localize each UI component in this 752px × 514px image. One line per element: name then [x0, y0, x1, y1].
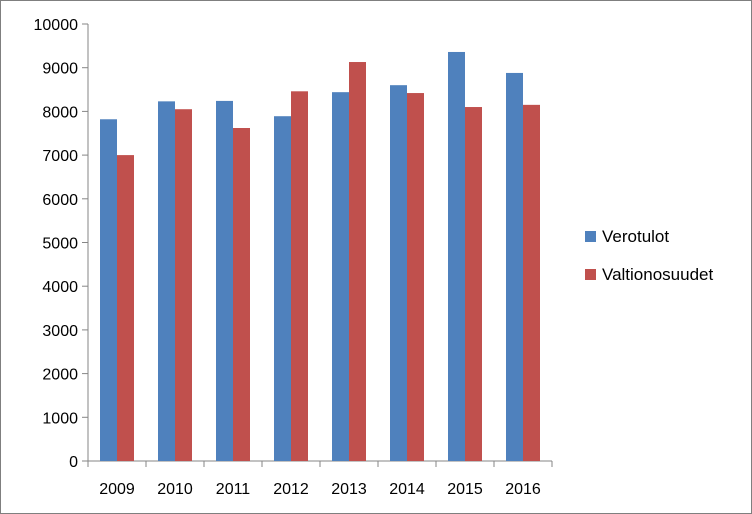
legend-label-verotulot: Verotulot — [602, 227, 669, 246]
x-tick-label: 2011 — [216, 481, 251, 498]
legend-swatch-valtionosuudet — [585, 269, 596, 280]
bar-valtionosuudet-2013 — [349, 62, 366, 461]
y-tick-label: 9000 — [42, 61, 78, 78]
y-tick-label: 3000 — [42, 323, 78, 340]
bar-verotulot-2015 — [448, 51, 465, 462]
y-tick-label: 10000 — [34, 17, 79, 34]
bars — [100, 51, 540, 462]
bar-valtionosuudet-2014 — [407, 93, 424, 462]
x-tick-label: 2009 — [99, 481, 135, 498]
legend: Verotulot Valtionosuudet — [585, 227, 713, 284]
x-tick-label: 2016 — [505, 481, 541, 498]
bar-verotulot-2010 — [158, 101, 175, 461]
x-tick-label: 2015 — [447, 481, 483, 498]
y-tick-label: 4000 — [42, 279, 78, 296]
bar-valtionosuudet-2012 — [291, 91, 308, 461]
bar-verotulot-2016 — [506, 72, 523, 461]
y-tick-label: 0 — [69, 454, 78, 471]
bar-verotulot-2009 — [100, 119, 117, 462]
x-tick-label: 2012 — [273, 481, 309, 498]
bar-valtionosuudet-2016 — [523, 104, 540, 461]
y-tick-label: 6000 — [42, 192, 78, 209]
bar-verotulot-2013 — [332, 92, 349, 461]
bar-valtionosuudet-2015 — [465, 107, 482, 461]
y-tick-label: 2000 — [42, 367, 78, 384]
y-tick-label: 5000 — [42, 236, 78, 253]
bar-valtionosuudet-2011 — [233, 128, 250, 462]
bar-valtionosuudet-2009 — [117, 155, 134, 461]
bar-valtionosuudet-2010 — [175, 109, 192, 461]
bar-verotulot-2014 — [390, 85, 407, 462]
y-tick-label: 1000 — [42, 410, 78, 427]
legend-label-valtionosuudet: Valtionosuudet — [602, 265, 713, 284]
x-tick-label: 2014 — [389, 481, 425, 498]
y-axis: 0 1000 2000 3000 4000 5000 6000 7000 8000 9000 100… — [34, 17, 89, 471]
bar-verotulot-2011 — [216, 100, 233, 462]
x-tick-label: 2013 — [331, 481, 367, 498]
x-axis: 2009 2010 2011 2012 2013 2014 2015 2016 — [87, 460, 553, 498]
legend-swatch-verotulot — [585, 231, 596, 242]
y-tick-label: 8000 — [42, 104, 78, 121]
bar-verotulot-2012 — [274, 116, 291, 461]
x-tick-label: 2010 — [157, 481, 193, 498]
y-tick-label: 7000 — [42, 148, 78, 165]
